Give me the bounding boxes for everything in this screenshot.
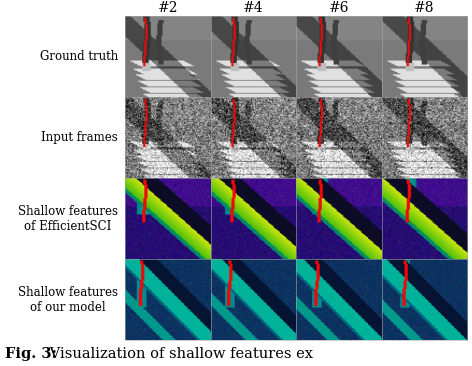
Text: Fig. 3:: Fig. 3: [5, 347, 57, 361]
Text: Shallow features
of our model: Shallow features of our model [18, 286, 118, 314]
Text: #8: #8 [414, 1, 435, 15]
Text: #4: #4 [243, 1, 264, 15]
Text: Shallow features
of EfficientSCI: Shallow features of EfficientSCI [18, 205, 118, 233]
Text: #6: #6 [329, 1, 349, 15]
Text: Input frames: Input frames [41, 131, 118, 145]
Text: Ground truth: Ground truth [40, 51, 118, 63]
Text: Visualization of shallow features ex: Visualization of shallow features ex [45, 347, 313, 361]
Text: #2: #2 [158, 1, 178, 15]
